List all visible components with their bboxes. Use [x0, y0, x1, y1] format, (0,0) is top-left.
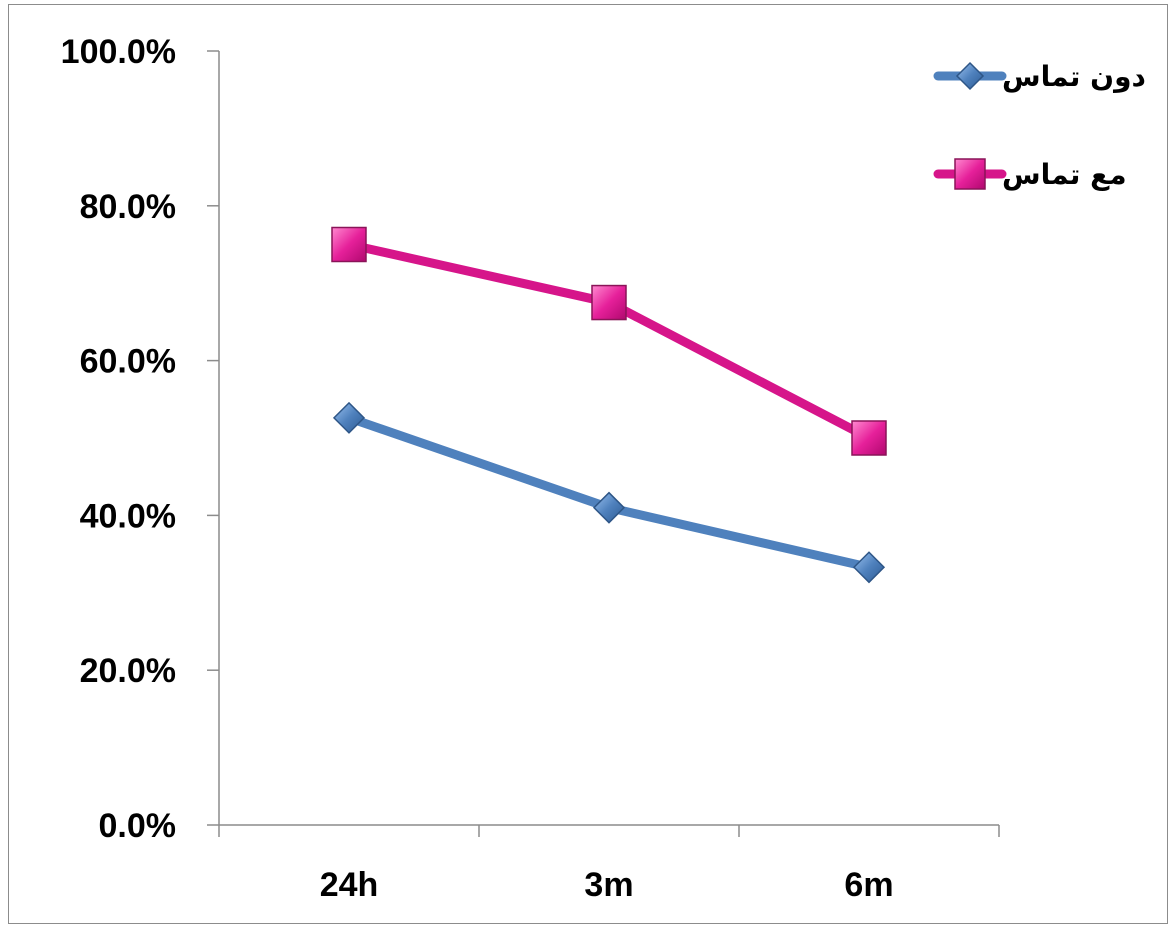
legend-item-1: مع تماس [933, 158, 1127, 191]
series-group [331, 226, 887, 584]
data-point [851, 420, 887, 456]
x-axis-ticks: 24h 3m 6m [218, 825, 1000, 904]
series-0 [332, 401, 886, 584]
y-tick-label: 80.0% [80, 188, 176, 226]
series-1 [331, 226, 887, 456]
legend-label: مع تماس [1002, 158, 1127, 191]
y-tick-label: 60.0% [80, 343, 176, 381]
y-tick-label: 40.0% [80, 497, 176, 535]
data-point [332, 401, 366, 434]
data-point [592, 491, 626, 524]
series-line [344, 240, 874, 443]
x-tick-label: 24h [320, 866, 379, 904]
y-axis-ticks: 0.0% 20.0% 40.0% 60.0% 80.0% 100.0% [61, 33, 219, 845]
x-tick-label: 6m [844, 866, 893, 904]
legend-label: دون تماس [1002, 60, 1146, 93]
chart-frame [8, 4, 1168, 924]
y-tick-label: 0.0% [99, 807, 177, 845]
y-tick-label: 20.0% [80, 652, 176, 690]
data-point [331, 226, 367, 263]
axes [218, 51, 999, 826]
x-tick-label: 3m [584, 866, 633, 904]
y-tick-label: 100.0% [61, 33, 176, 71]
data-point [852, 551, 886, 584]
legend-marker [954, 158, 986, 190]
legend-item-0: دون تماس [933, 60, 1146, 93]
data-point [591, 284, 627, 321]
legend-marker [955, 61, 985, 91]
legend: دون تماس مع تماس [933, 60, 1146, 191]
